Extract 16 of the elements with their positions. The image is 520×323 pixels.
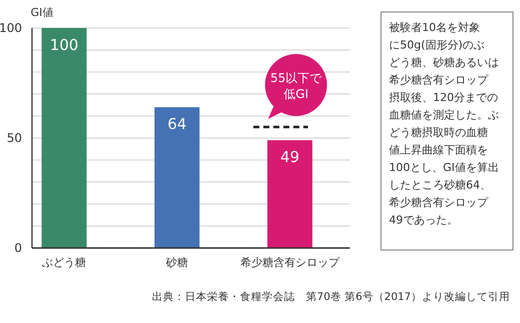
bar — [267, 140, 312, 248]
data-label: 64 — [167, 115, 187, 134]
bar — [154, 107, 200, 248]
x-tick-label: 希少糖含有シロップ — [240, 256, 340, 269]
bar — [42, 28, 87, 248]
y-tick-label: 0 — [14, 241, 22, 255]
x-tick-label: ぶどう糖 — [42, 256, 86, 269]
data-label: 100 — [50, 36, 78, 54]
x-tick-label: 砂糖 — [165, 256, 188, 269]
y-tick-label: 50 — [6, 131, 22, 145]
source-note: 出典：日本栄養・食糧学会誌 第70巻 第6号（2017）より改編して引用 — [152, 290, 510, 303]
text: 被験者10名を対象に50g(固形分)のぶどう糖、砂糖あるいは希少糖含有シロップ摂取後、120分までの血糖値を測定した。ぶどう糖摂取時の血糖値上昇曲線下面積を100とし、GI値を算出したところ砂糖64、希少糖含有シロップ49であった。 — [389, 21, 499, 226]
ref-line-label: 55以下で低GI — [270, 71, 323, 101]
y-tick-label: 100 — [0, 21, 22, 35]
y-axis-title: GI値 — [30, 6, 54, 19]
data-label: 49 — [280, 148, 300, 166]
